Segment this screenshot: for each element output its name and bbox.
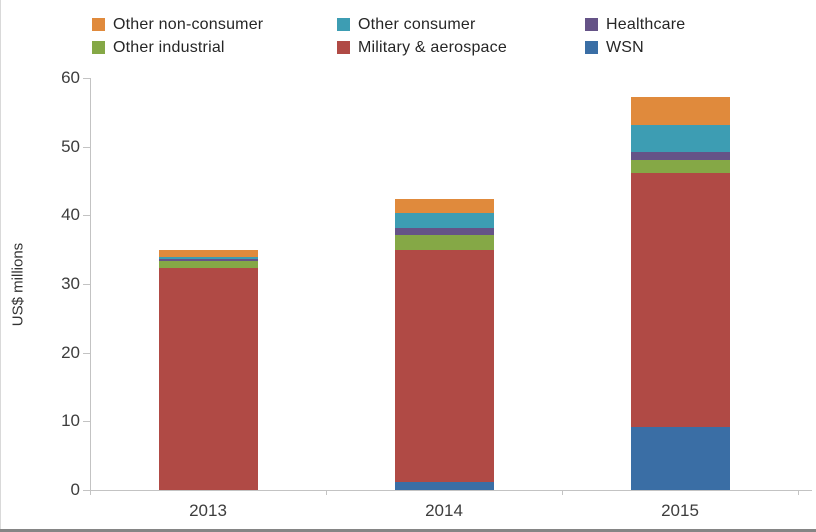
bar-segment-other-industrial-2014: [394, 234, 494, 251]
bar-segment-other-consumer-2015: [630, 125, 730, 153]
bar-segment-healthcare-2013: [158, 259, 258, 261]
legend-item-military-aerospace: Military & aerospace: [337, 39, 585, 57]
y-axis-title: US$ millions: [9, 242, 27, 327]
bar-segment-other-consumer-2014: [394, 213, 494, 229]
bar-segment-wsn-2014: [394, 482, 494, 490]
legend-swatch-wsn-icon: [585, 41, 598, 54]
bar-segment-other-non-consumer-2013: [158, 249, 258, 257]
y-tick-label-40: 40: [61, 205, 80, 225]
legend-swatch-other-industrial-icon: [92, 41, 105, 54]
legend-label-military-aerospace: Military & aerospace: [358, 38, 507, 56]
legend-item-other-consumer: Other consumer: [337, 16, 585, 34]
chart-legend: Other non-consumer Other consumer Health…: [92, 13, 685, 59]
y-tick-mark-30: [83, 284, 90, 285]
y-tick-mark-10: [83, 421, 90, 423]
legend-item-other-non-consumer: Other non-consumer: [92, 16, 337, 34]
legend-label-healthcare: Healthcare: [606, 15, 686, 33]
y-tick-label-20: 20: [61, 342, 80, 362]
x-category-label-2013: 2013: [189, 501, 227, 520]
bar-segment-other-industrial-2015: [630, 160, 730, 174]
screenshot-left-edge: [0, 0, 1, 532]
y-tick-label-0: 0: [70, 480, 80, 499]
bar-segment-military-aerospace-2015: [630, 173, 730, 427]
y-tick-mark-60: [83, 78, 90, 79]
legend-swatch-healthcare-icon: [585, 18, 598, 31]
legend-swatch-military-aerospace-icon: [337, 41, 350, 54]
legend-label-other-non-consumer: Other non-consumer: [113, 15, 264, 33]
x-axis-line: [88, 490, 812, 491]
bar-segment-other-non-consumer-2014: [394, 198, 494, 214]
x-category-label-2014: 2014: [425, 501, 463, 520]
x-tick-mark-2: [562, 490, 563, 495]
bar-segment-military-aerospace-2013: [158, 268, 258, 490]
legend-label-other-industrial: Other industrial: [113, 38, 225, 56]
x-tick-mark-0: [90, 490, 91, 495]
y-tick-mark-50: [83, 146, 90, 148]
y-tick-label-60: 60: [61, 68, 80, 87]
legend-label-other-consumer: Other consumer: [358, 15, 476, 33]
y-tick-mark-40: [83, 215, 90, 217]
bar-segment-wsn-2015: [630, 426, 730, 490]
bar-segment-healthcare-2014: [394, 228, 494, 235]
x-tick-mark-3: [798, 490, 799, 495]
y-tick-label-50: 50: [61, 136, 80, 156]
bar-segment-other-consumer-2013: [158, 256, 258, 260]
legend-label-wsn: WSN: [606, 38, 644, 56]
legend-item-other-industrial: Other industrial: [92, 39, 337, 57]
legend-row-1: Other non-consumer Other consumer Health…: [92, 13, 685, 36]
bar-segment-other-non-consumer-2015: [630, 97, 730, 126]
y-tick-mark-0: [83, 490, 90, 491]
legend-row-2: Other industrial Military & aerospace WS…: [92, 36, 685, 59]
legend-item-wsn: WSN: [585, 39, 644, 57]
x-category-label-2015: 2015: [661, 501, 699, 520]
y-tick-label-10: 10: [61, 411, 80, 431]
legend-item-healthcare: Healthcare: [585, 16, 685, 34]
x-tick-mark-1: [326, 490, 327, 495]
y-axis-line: [90, 78, 91, 490]
legend-swatch-other-consumer-icon: [337, 18, 350, 31]
bar-segment-healthcare-2015: [630, 152, 730, 161]
bar-segment-military-aerospace-2014: [394, 250, 494, 483]
screenshot-bottom-edge: [0, 529, 816, 532]
y-tick-label-30: 30: [61, 274, 80, 293]
y-tick-mark-20: [83, 352, 90, 354]
bar-segment-other-industrial-2013: [158, 260, 258, 269]
legend-swatch-other-non-consumer-icon: [92, 18, 105, 31]
